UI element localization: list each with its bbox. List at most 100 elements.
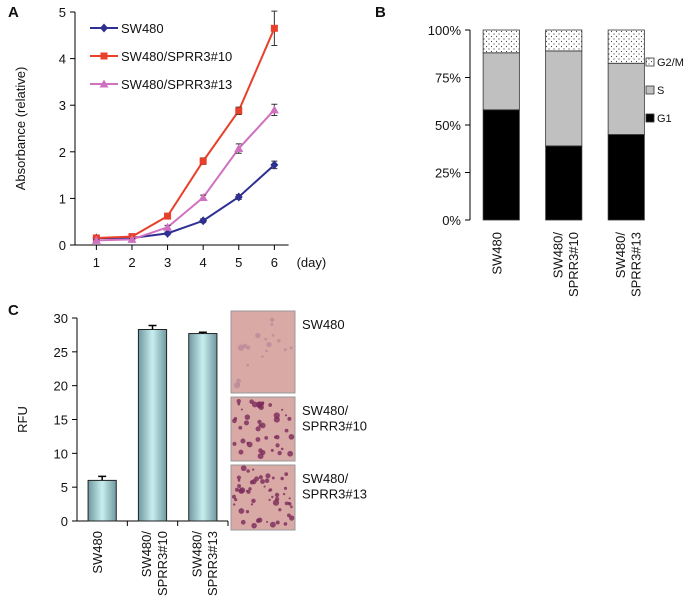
cell	[252, 468, 255, 471]
legend-marker	[100, 52, 108, 60]
x-tick-label: 1	[93, 255, 100, 270]
y-axis-label: Absorbance (relative)	[13, 67, 28, 191]
cell	[270, 448, 274, 452]
y-tick-label: 10	[54, 446, 68, 461]
x-tick-label: 4	[200, 255, 207, 270]
bar-segment	[607, 134, 645, 221]
cell	[248, 487, 252, 491]
marker	[127, 234, 137, 243]
cell	[264, 478, 270, 483]
cell	[269, 521, 276, 528]
panel-label: A	[8, 4, 19, 21]
bar-segment	[482, 109, 520, 221]
marker	[269, 105, 279, 114]
cell	[264, 435, 269, 440]
y-tick-label: 0	[61, 514, 68, 529]
cell	[271, 476, 275, 480]
bar-segment	[482, 52, 520, 111]
cell	[274, 492, 280, 498]
cell	[268, 403, 273, 407]
bar-segment	[545, 145, 583, 221]
cell	[282, 492, 286, 496]
x-tick-label: SW480/SPRR3#13	[190, 531, 221, 596]
y-tick-label: 0%	[442, 213, 461, 228]
x-tick-label: 2	[128, 255, 135, 270]
cell	[245, 509, 250, 514]
cell	[232, 418, 237, 424]
cell	[237, 402, 241, 406]
cell	[238, 449, 244, 455]
cell	[232, 441, 237, 446]
cell	[232, 503, 236, 506]
marker	[198, 192, 208, 201]
y-tick-label: 100%	[428, 23, 462, 38]
cell	[290, 505, 293, 509]
x-tick-label: 5	[235, 255, 242, 270]
y-tick-label: 50%	[435, 118, 461, 133]
x-tick-label: 6	[271, 255, 278, 270]
bar-segment	[545, 29, 583, 52]
y-tick-label: 20	[54, 379, 68, 394]
y-tick-label: 25%	[435, 166, 461, 181]
cell	[283, 486, 288, 490]
bar-segment	[607, 62, 645, 135]
micrograph	[230, 310, 296, 394]
cell	[246, 345, 251, 350]
cell	[258, 475, 263, 480]
cell	[249, 399, 254, 405]
cell	[237, 344, 245, 351]
cell	[237, 484, 242, 488]
x-axis-label: (day)	[297, 255, 327, 270]
cell	[246, 469, 250, 473]
legend-label: S	[657, 85, 664, 97]
cell	[280, 447, 284, 451]
cell	[249, 480, 255, 485]
error-bar	[198, 331, 207, 334]
micrograph	[230, 464, 296, 531]
cell	[236, 399, 241, 404]
cell	[255, 437, 261, 442]
cell	[255, 332, 261, 339]
x-tick-label: SW480/SPRR3#10	[139, 531, 170, 596]
cell	[280, 476, 284, 481]
cell	[289, 346, 293, 350]
series-line	[96, 27, 276, 240]
cell	[257, 453, 264, 460]
cell	[288, 497, 291, 500]
bar-segment	[482, 29, 520, 54]
cell	[245, 489, 249, 493]
cell	[251, 498, 256, 504]
cell	[261, 355, 264, 358]
cell	[240, 465, 247, 472]
cell	[275, 520, 280, 525]
bar	[137, 329, 168, 522]
cell	[255, 426, 261, 432]
cell	[239, 487, 246, 494]
cell	[257, 419, 262, 425]
legend-marker	[100, 23, 108, 33]
cell	[244, 414, 251, 420]
marker	[91, 235, 101, 244]
cell	[263, 485, 266, 488]
error-bar	[98, 475, 107, 481]
bar	[87, 479, 117, 522]
micrograph-label: SW480/SPRR3#10	[302, 403, 367, 434]
bar	[188, 333, 218, 522]
legend-swatch	[645, 57, 655, 67]
panel-label: C	[8, 302, 19, 319]
cell	[246, 363, 249, 367]
y-tick-label: 25	[54, 345, 68, 360]
marker	[234, 144, 244, 153]
cell	[266, 520, 269, 523]
y-tick-label: 4	[59, 52, 66, 67]
legend-swatch	[645, 113, 655, 123]
marker	[235, 107, 243, 115]
cell	[271, 495, 274, 499]
legend-marker	[99, 79, 109, 88]
cell	[256, 401, 263, 408]
cell	[258, 423, 262, 428]
cell	[238, 508, 245, 514]
cell	[240, 438, 246, 444]
cell	[240, 519, 246, 525]
